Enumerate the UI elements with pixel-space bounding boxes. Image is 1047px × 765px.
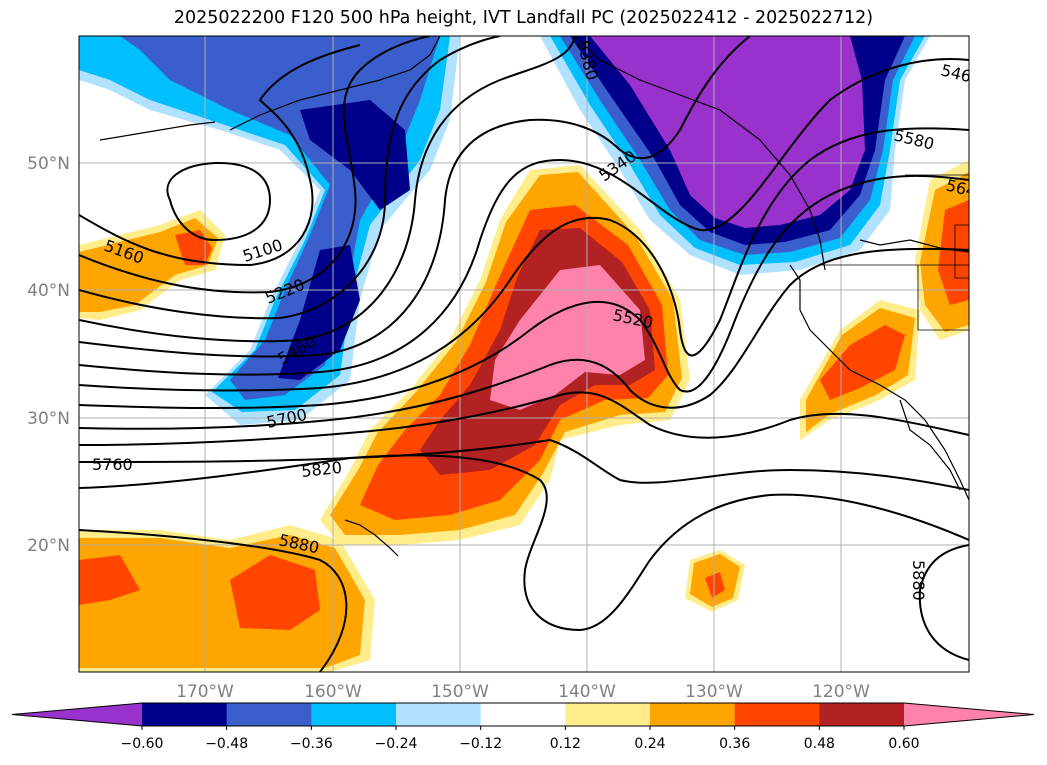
positive-anomaly-west bbox=[79, 210, 225, 320]
colorbar-tick-label: 0.36 bbox=[719, 736, 750, 752]
lat-label: 40°N bbox=[27, 281, 70, 301]
colorbar-segment bbox=[142, 703, 228, 726]
lon-label: 130°W bbox=[685, 682, 743, 702]
colorbar-tick-label: −0.36 bbox=[290, 736, 333, 752]
map-title: 2025022200 F120 500 hPa height, IVT Land… bbox=[173, 8, 874, 28]
colorbar-tick-label: −0.48 bbox=[205, 736, 248, 752]
colorbar-extend-high bbox=[904, 703, 1034, 726]
colorbar-segment bbox=[650, 703, 736, 726]
negative-anomaly-west bbox=[79, 36, 460, 425]
colorbar-tick-label: −0.24 bbox=[375, 736, 418, 752]
lon-label: 150°W bbox=[431, 682, 489, 702]
colorbar-tick-label: 0.12 bbox=[550, 736, 581, 752]
map-frame bbox=[78, 35, 970, 673]
map-area: 5160 5100 5220 5460 5340 5380 5520 5580 … bbox=[79, 36, 969, 672]
colorbar-segment bbox=[226, 703, 312, 726]
positive-anomaly-southwest bbox=[79, 525, 375, 672]
positive-anomaly-river bbox=[320, 165, 690, 545]
lat-label: 50°N bbox=[27, 154, 70, 174]
longitude-labels: 170°W 160°W 150°W 140°W 130°W 120°W bbox=[176, 682, 870, 702]
positive-anomaly-blob bbox=[685, 550, 745, 612]
lon-label: 170°W bbox=[176, 682, 234, 702]
colorbar-segment bbox=[565, 703, 651, 726]
colorbar-tick-label: −0.60 bbox=[121, 736, 164, 752]
colorbar-tick-label: 0.60 bbox=[888, 736, 919, 752]
colorbar-tick-label: 0.24 bbox=[634, 736, 665, 752]
lat-label: 20°N bbox=[27, 536, 70, 556]
colorbar-segment bbox=[819, 703, 905, 726]
colorbar-segment bbox=[734, 703, 820, 726]
colorbar-segment bbox=[396, 703, 482, 726]
contour-label: 5820 bbox=[300, 458, 342, 481]
lon-label: 120°W bbox=[812, 682, 870, 702]
lat-label: 30°N bbox=[27, 409, 70, 429]
latitude-labels: 50°N 40°N 30°N 20°N bbox=[27, 154, 70, 556]
height-contours bbox=[79, 36, 969, 672]
colorbar-tick-label: 0.48 bbox=[804, 736, 835, 752]
colorbar-segment bbox=[311, 703, 397, 726]
lon-label: 160°W bbox=[304, 682, 362, 702]
contour-label: 5760 bbox=[92, 455, 133, 474]
lon-label: 140°W bbox=[558, 682, 616, 702]
colorbar-tick-label: −0.12 bbox=[459, 736, 502, 752]
colorbar: −0.60 −0.48 −0.36 −0.24 −0.12 0.12 0.24 0.36 0.4… bbox=[11, 702, 1035, 752]
contour-label: 5880 bbox=[909, 560, 928, 601]
negative-anomaly-east bbox=[540, 36, 930, 275]
colorbar-segment bbox=[480, 703, 566, 726]
colorbar-extend-low bbox=[12, 703, 142, 726]
